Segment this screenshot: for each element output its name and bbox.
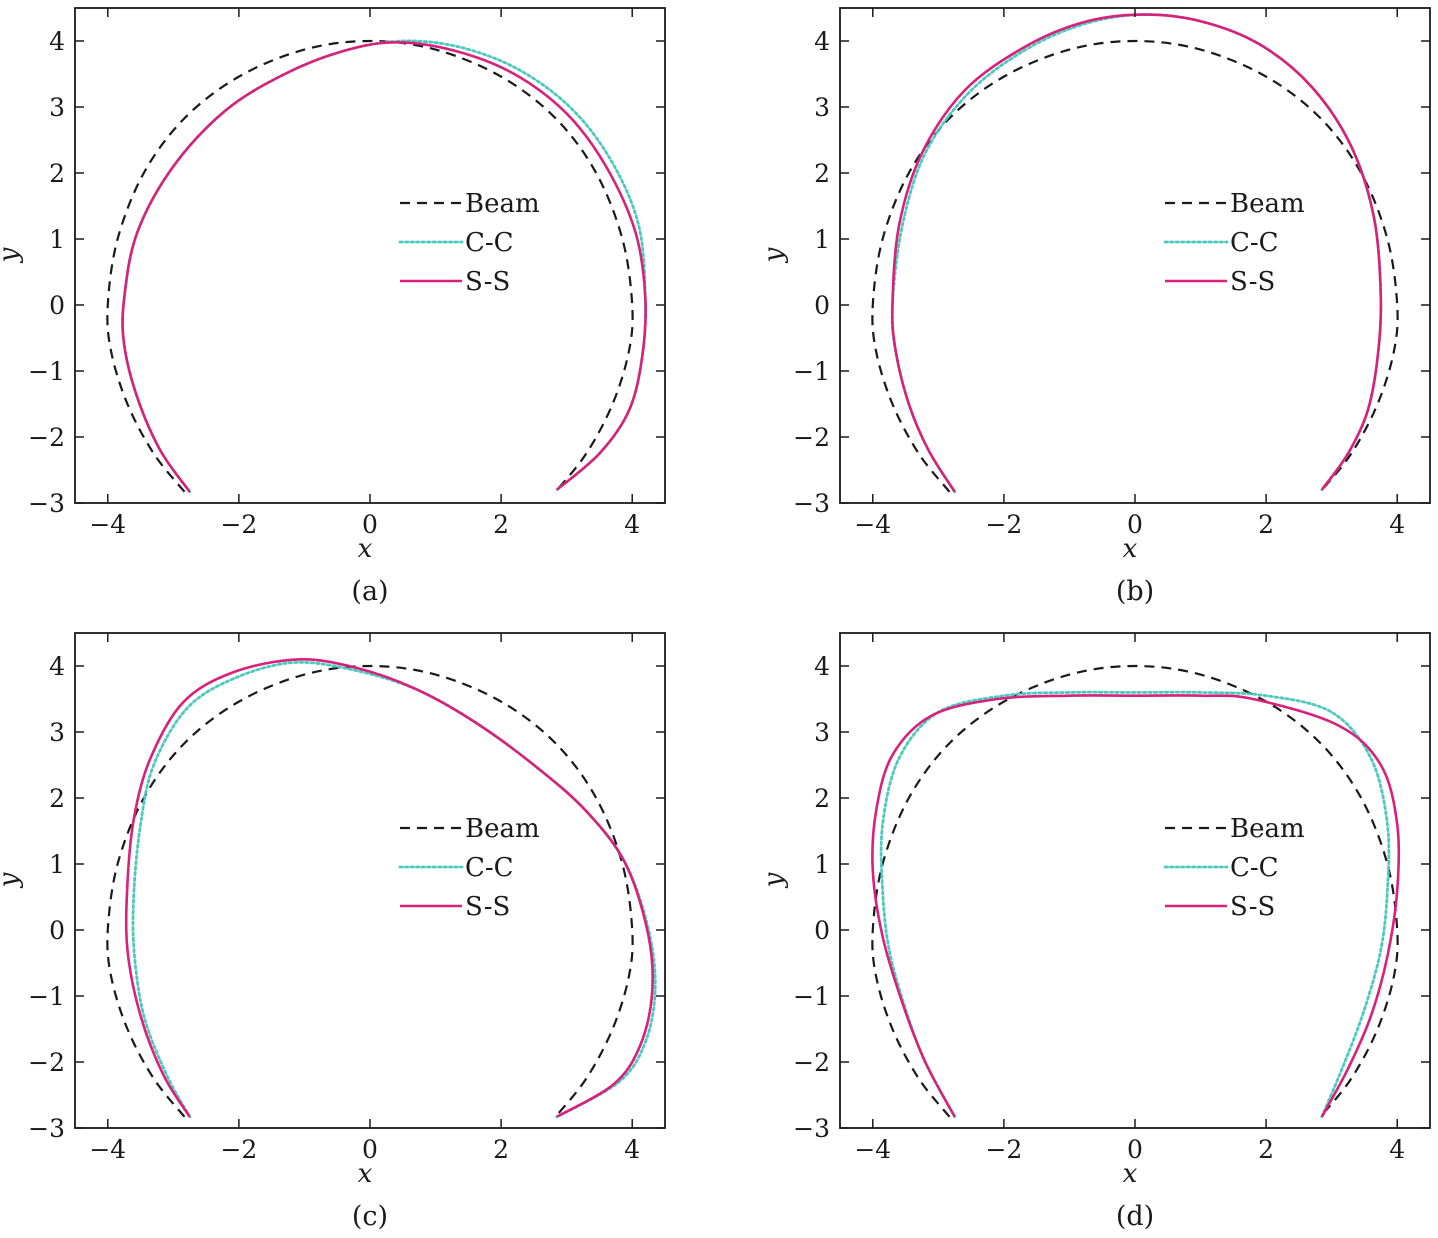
x-tick-label: 0: [1127, 1135, 1143, 1164]
series-line-beam: [106, 39, 634, 493]
panel-caption: (c): [352, 1201, 388, 1232]
x-tick-label: 2: [493, 1135, 509, 1164]
y-tick-label: −2: [793, 423, 830, 452]
y-tick-label: 4: [49, 27, 65, 56]
legend-label-s-s: S-S: [1230, 267, 1275, 297]
panel-caption: (b): [1116, 576, 1154, 607]
y-tick-label: 1: [814, 225, 830, 254]
y-tick-label: 2: [814, 784, 830, 813]
panel-caption: (d): [1116, 1201, 1154, 1232]
y-tick-label: 0: [814, 916, 830, 945]
legend: Beam C-C S-S: [398, 189, 540, 297]
x-axis-label: x: [358, 534, 373, 564]
y-axis-label: y: [0, 247, 24, 263]
series-line-beam: [871, 664, 1399, 1118]
y-axis-label: y: [759, 247, 789, 263]
x-tick-label: 4: [624, 510, 640, 539]
legend-label-s-s: S-S: [465, 892, 510, 922]
y-tick-label: −2: [793, 1048, 830, 1077]
legend-label-c-c: C-C: [1230, 228, 1279, 258]
x-tick-label: 2: [1258, 1135, 1274, 1164]
series-line-s-s: [871, 694, 1401, 1118]
series-line-s-s: [891, 13, 1383, 493]
x-tick-label: −4: [854, 510, 891, 539]
x-tick-label: −2: [985, 1135, 1022, 1164]
y-tick-label: 1: [814, 850, 830, 879]
legend: Beam C-C S-S: [1163, 814, 1305, 922]
y-tick-label: −1: [28, 982, 65, 1011]
y-tick-label: 2: [49, 784, 65, 813]
x-tick-label: −4: [89, 1135, 126, 1164]
y-tick-label: 3: [814, 718, 830, 747]
y-tick-label: −2: [28, 1048, 65, 1077]
y-tick-label: −3: [28, 1114, 65, 1143]
y-tick-label: 0: [49, 291, 65, 320]
y-tick-label: 4: [814, 652, 830, 681]
y-tick-label: 1: [49, 225, 65, 254]
legend-label-beam: Beam: [1230, 814, 1305, 844]
y-tick-label: 0: [814, 291, 830, 320]
x-tick-label: 2: [493, 510, 509, 539]
x-tick-label: −2: [220, 510, 257, 539]
series-line-c-c: [131, 660, 657, 1119]
y-tick-label: 4: [814, 27, 830, 56]
x-axis-label: x: [1123, 534, 1138, 564]
x-tick-label: −2: [220, 1135, 257, 1164]
y-tick-label: −1: [793, 357, 830, 386]
legend-label-beam: Beam: [465, 189, 540, 219]
x-tick-label: 0: [1127, 510, 1143, 539]
y-tick-label: 3: [49, 718, 65, 747]
x-tick-label: 0: [362, 510, 378, 539]
y-tick-label: 2: [814, 159, 830, 188]
panel-caption: (a): [351, 576, 388, 607]
y-tick-label: −3: [28, 489, 65, 518]
x-tick-label: −4: [854, 1135, 891, 1164]
y-axis-label: y: [759, 872, 789, 888]
x-tick-label: 4: [624, 1135, 640, 1164]
series-line-s-s: [121, 41, 647, 493]
y-tick-label: 3: [49, 93, 65, 122]
x-tick-label: 2: [1258, 510, 1274, 539]
series-line-beam: [871, 39, 1399, 493]
x-axis-label: x: [358, 1159, 373, 1189]
y-axis-label: y: [0, 872, 24, 888]
y-tick-label: 0: [49, 916, 65, 945]
y-tick-label: 1: [49, 850, 65, 879]
x-tick-label: 0: [362, 1135, 378, 1164]
series-line-s-s: [124, 658, 655, 1118]
legend-label-c-c: C-C: [465, 228, 514, 258]
y-tick-label: −3: [793, 1114, 830, 1143]
legend: Beam C-C S-S: [398, 814, 540, 922]
series-line-beam: [106, 664, 634, 1118]
legend-label-c-c: C-C: [465, 853, 514, 883]
y-tick-label: 4: [49, 652, 65, 681]
legend-label-beam: Beam: [465, 814, 540, 844]
x-tick-label: −2: [985, 510, 1022, 539]
y-tick-label: −3: [793, 489, 830, 518]
y-tick-label: −2: [28, 423, 65, 452]
legend-label-beam: Beam: [1230, 189, 1305, 219]
y-tick-label: 2: [49, 159, 65, 188]
x-tick-label: 4: [1389, 510, 1405, 539]
x-tick-label: −4: [89, 510, 126, 539]
x-axis-label: x: [1123, 1159, 1138, 1189]
y-tick-label: −1: [793, 982, 830, 1011]
legend-label-c-c: C-C: [1230, 853, 1279, 883]
legend-label-s-s: S-S: [465, 267, 510, 297]
y-tick-label: −1: [28, 357, 65, 386]
x-tick-label: 4: [1389, 1135, 1405, 1164]
series-line-c-c: [879, 690, 1391, 1119]
y-tick-label: 3: [814, 93, 830, 122]
legend: Beam C-C S-S: [1163, 189, 1305, 297]
legend-label-s-s: S-S: [1230, 892, 1275, 922]
axes-frame: [839, 632, 1431, 1129]
